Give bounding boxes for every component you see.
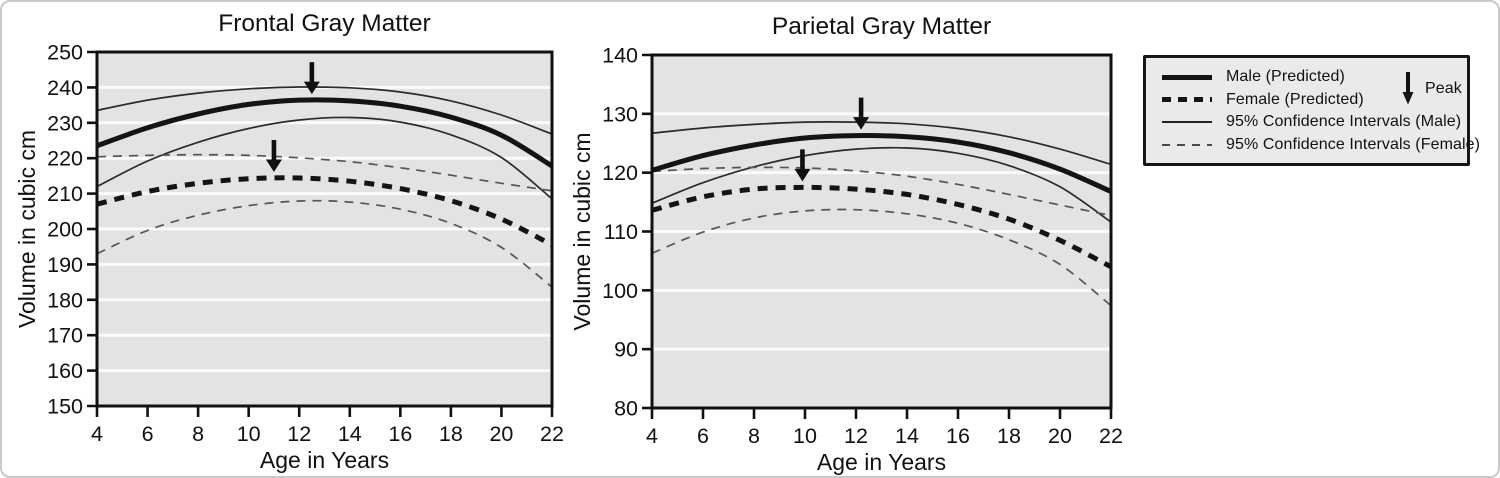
frontal-chart-canvas: 150 160 170 180 190 200 210 220 230 240 250 4 6 8 10 12… <box>14 10 564 473</box>
x-tick-label: 6 <box>142 422 154 446</box>
series-thick-solid <box>651 133 1112 194</box>
x-tick-label: 10 <box>793 424 817 448</box>
y-tick-label: 90 <box>614 338 638 362</box>
y-tick-label: 130 <box>602 102 638 126</box>
series-group <box>96 86 553 288</box>
legend-box: Male (Predicted) Female (Predicted) 95% … <box>1143 55 1480 166</box>
thin-solid-line-sample-icon <box>1162 121 1212 124</box>
peak-arrow-icon <box>303 62 320 95</box>
legend-label-female-predicted: Female (Predicted) <box>1226 90 1364 108</box>
x-tick-label: 16 <box>946 424 970 448</box>
y-tick-label: 240 <box>47 76 83 100</box>
thick-solid-line-sample-icon <box>1162 74 1212 80</box>
y-tick-label: 190 <box>47 253 83 277</box>
y-tick-label: 230 <box>47 111 83 135</box>
x-tick-label: 10 <box>237 422 261 446</box>
plot-frame <box>95 50 554 408</box>
parietal-chart-canvas: 80 90 100 110 120 130 140 4 6 8 10 12 14 16 18 20 22 Pari… <box>569 13 1123 475</box>
y-tick-label: 150 <box>47 395 83 419</box>
x-tick-label: 4 <box>91 422 103 446</box>
series-thin-solid <box>651 120 1112 166</box>
x-tick-label: 12 <box>844 424 868 448</box>
x-tick-label: 8 <box>748 424 760 448</box>
y-tick-label: 220 <box>47 147 83 171</box>
series-group <box>651 120 1112 307</box>
legend-item-ci-male: 95% Confidence Intervals (Male) <box>1146 111 1467 134</box>
x-tick-label: 22 <box>1099 424 1123 448</box>
chart-parietal-gray-matter: 80 90 100 110 120 130 140 4 6 8 10 12 14 16 18 20 22 Pari… <box>557 2 1179 476</box>
legend-label-ci-male: 95% Confidence Intervals (Male) <box>1226 113 1462 131</box>
peak-arrow-icon <box>853 97 870 130</box>
down-arrow-icon <box>1402 72 1414 105</box>
y-tick-label: 180 <box>47 288 83 312</box>
x-tick-label: 16 <box>388 422 412 446</box>
legend-item-male-predicted: Male (Predicted) <box>1146 66 1467 89</box>
x-tick-label: 8 <box>192 422 204 446</box>
x-tick-label: 20 <box>1048 424 1072 448</box>
series-thin-solid <box>96 86 553 135</box>
legend-peak: Peak <box>1400 72 1462 105</box>
chart-title: Parietal Gray Matter <box>772 13 991 40</box>
y-tick-label: 200 <box>47 218 83 242</box>
series-thin-dashed <box>651 166 1112 217</box>
y-axis-label: Volume in cubic cm <box>14 130 40 328</box>
peak-label: Peak <box>1425 79 1462 97</box>
peak-arrow-icon <box>265 140 282 173</box>
x-tick-label: 14 <box>895 424 919 448</box>
chart-title: Frontal Gray Matter <box>218 10 430 37</box>
x-tick-label: 14 <box>338 422 362 446</box>
series-thin-dashed <box>651 208 1112 307</box>
y-tick-label: 140 <box>602 44 638 68</box>
peak-arrow-icon <box>794 149 811 182</box>
y-tick-label: 120 <box>602 161 638 185</box>
legend-item-female-predicted: Female (Predicted) <box>1146 89 1467 112</box>
x-tick-label: 4 <box>646 424 658 448</box>
y-tick-label: 250 <box>47 41 83 65</box>
chart-frontal-gray-matter: 150 160 170 180 190 200 210 220 230 240 250 4 6 8 10 12… <box>2 2 624 476</box>
y-tick-label: 110 <box>604 220 638 244</box>
series-thin-solid <box>96 116 553 200</box>
legend-rows: Male (Predicted) Female (Predicted) 95% … <box>1146 66 1480 157</box>
x-tick-label: 6 <box>697 424 709 448</box>
x-axis-label: Age in Years <box>260 447 389 473</box>
y-axis-label: Volume in cubic cm <box>569 132 595 330</box>
y-tick-label: 160 <box>47 359 83 383</box>
plot-frame <box>650 53 1113 410</box>
series-thin-solid <box>651 146 1112 223</box>
x-tick-label: 12 <box>287 422 311 446</box>
series-thick-solid <box>96 97 553 169</box>
legend-label-male-predicted: Male (Predicted) <box>1226 68 1345 86</box>
x-tick-label: 22 <box>540 422 564 446</box>
series-thin-dashed <box>96 153 553 192</box>
series-thin-dashed <box>96 199 553 288</box>
x-axis-label: Age in Years <box>817 449 946 475</box>
x-tick-label: 20 <box>489 422 513 446</box>
series-thick-dashed <box>651 184 1112 270</box>
x-tick-label: 18 <box>439 422 463 446</box>
y-tick-label: 210 <box>47 182 83 206</box>
y-tick-label: 170 <box>47 324 83 348</box>
legend-item-ci-female: 95% Confidence Intervals (Female) <box>1146 134 1480 157</box>
y-tick-label: 80 <box>614 397 638 421</box>
series-thick-dashed <box>96 175 553 248</box>
thin-dashed-line-sample-icon <box>1162 144 1212 147</box>
y-tick-label: 100 <box>602 279 638 303</box>
x-tick-label: 18 <box>997 424 1021 448</box>
legend-label-ci-female: 95% Confidence Intervals (Female) <box>1226 136 1481 154</box>
thick-dashed-line-sample-icon <box>1162 97 1212 103</box>
